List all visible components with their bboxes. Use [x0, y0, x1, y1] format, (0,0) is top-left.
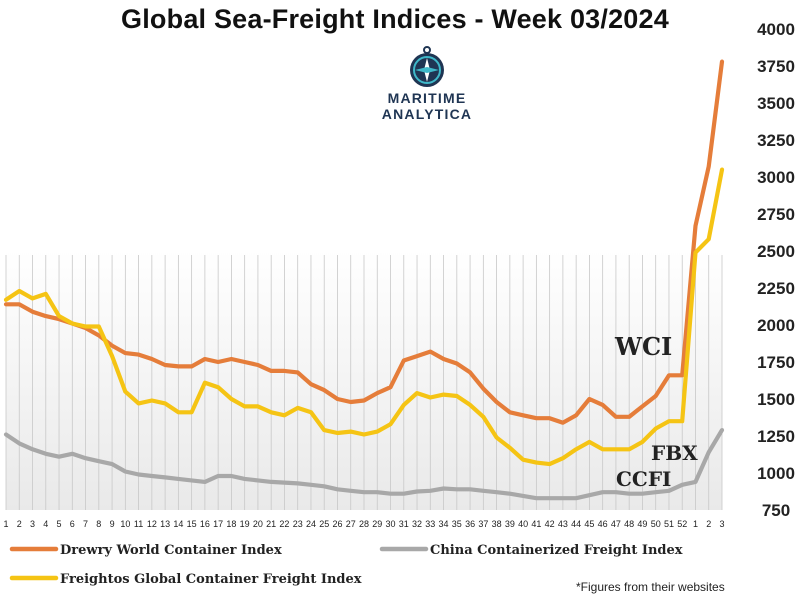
x-tick-label: 32 [412, 519, 422, 529]
y-tick-label: 1500 [757, 390, 795, 409]
y-tick-label: 2250 [757, 279, 795, 298]
footnote: *Figures from their websites [576, 580, 725, 594]
annotation-fbx: FBX [651, 441, 698, 465]
y-tick-label: 3250 [757, 131, 795, 150]
x-tick-label: 27 [346, 519, 356, 529]
y-tick-labels: 750 1000 1250 1500 1750 2000 2250 2500 2750 3000 3… [757, 20, 795, 520]
x-tick-label: 42 [545, 519, 555, 529]
x-tick-label: 18 [226, 519, 236, 529]
y-tick-label: 3750 [757, 57, 795, 76]
x-tick-label: 49 [637, 519, 647, 529]
series-line-ccfi [3, 428, 725, 501]
series-line-fbx [3, 167, 725, 467]
x-tick-label: 16 [200, 519, 210, 529]
x-tick-label: 39 [505, 519, 515, 529]
x-tick-label: 37 [478, 519, 488, 529]
x-tick-label: 3 [719, 519, 724, 529]
chart-title: Global Sea-Freight Indices - Week 03/202… [121, 4, 669, 34]
y-tick-label: 3000 [757, 168, 795, 187]
x-tick-label: 1 [3, 519, 8, 529]
x-tick-label: 1 [693, 519, 698, 529]
grid-lines [5, 255, 723, 510]
x-tick-label: 22 [279, 519, 289, 529]
x-tick-label: 48 [624, 519, 634, 529]
legend: Drewry World Container Index China Contai… [9, 543, 683, 587]
legend-label-wci: Drewry World Container Index [60, 543, 282, 558]
x-tick-label: 26 [332, 519, 342, 529]
y-tick-label: 1000 [757, 464, 795, 483]
x-tick-label: 30 [386, 519, 396, 529]
x-tick-label: 24 [306, 519, 316, 529]
annotation-wci: WCI [614, 332, 672, 361]
x-tick-label: 13 [160, 519, 170, 529]
x-tick-label: 12 [147, 519, 157, 529]
x-tick-label: 28 [359, 519, 369, 529]
x-tick-label: 35 [452, 519, 462, 529]
x-tick-label: 44 [571, 519, 581, 529]
x-tick-label: 15 [187, 519, 197, 529]
logo-line1: MARITIME [387, 90, 467, 106]
y-tick-label: 3500 [757, 94, 795, 113]
series-lines [3, 59, 725, 501]
y-tick-label: 2500 [757, 242, 795, 261]
x-tick-label: 40 [518, 519, 528, 529]
x-tick-label: 31 [399, 519, 409, 529]
x-tick-label: 21 [266, 519, 276, 529]
x-tick-label: 45 [584, 519, 594, 529]
x-tick-label: 2 [706, 519, 711, 529]
x-tick-label: 20 [253, 519, 263, 529]
series-line-wci [3, 59, 725, 425]
x-tick-label: 33 [425, 519, 435, 529]
x-tick-label: 10 [120, 519, 130, 529]
y-tick-label: 2000 [757, 316, 795, 335]
x-tick-label: 3 [30, 519, 35, 529]
legend-label-fbx: Freightos Global Container Freight Index [60, 572, 362, 587]
x-tick-labels: 1 2 3 4 5 6 7 8 9 10 11 12 13 14 15 16 17 18 19 20 21 22 23 24 2… [3, 519, 724, 529]
x-tick-label: 17 [213, 519, 223, 529]
y-tick-label: 1750 [757, 353, 795, 372]
x-tick-label: 2 [17, 519, 22, 529]
maritime-analytica-logo: MARITIME ANALYTICA [372, 46, 482, 122]
compass-icon [410, 46, 444, 87]
y-tick-label: 750 [762, 501, 790, 520]
x-tick-label: 5 [57, 519, 62, 529]
x-tick-label: 8 [96, 519, 101, 529]
x-tick-label: 46 [598, 519, 608, 529]
x-tick-label: 23 [293, 519, 303, 529]
x-tick-label: 25 [319, 519, 329, 529]
legend-label-ccfi: China Containerized Freight Index [430, 543, 683, 558]
x-tick-label: 36 [465, 519, 475, 529]
x-tick-label: 52 [677, 519, 687, 529]
x-tick-label: 6 [70, 519, 75, 529]
logo-line2: ANALYTICA [381, 106, 473, 122]
x-tick-label: 51 [664, 519, 674, 529]
x-tick-label: 38 [492, 519, 502, 529]
annotation-ccfi: CCFI [616, 467, 671, 491]
y-tick-label: 2750 [757, 205, 795, 224]
x-tick-label: 29 [372, 519, 382, 529]
x-tick-label: 47 [611, 519, 621, 529]
x-tick-label: 11 [134, 519, 143, 529]
x-tick-label: 14 [173, 519, 183, 529]
x-tick-label: 7 [83, 519, 88, 529]
x-tick-label: 4 [43, 519, 48, 529]
x-tick-label: 19 [240, 519, 250, 529]
y-tick-label: 4000 [757, 20, 795, 39]
x-tick-label: 41 [531, 519, 541, 529]
x-tick-label: 43 [558, 519, 568, 529]
y-tick-label: 1250 [757, 427, 795, 446]
x-tick-label: 9 [110, 519, 115, 529]
x-tick-label: 50 [651, 519, 661, 529]
x-tick-label: 34 [439, 519, 449, 529]
